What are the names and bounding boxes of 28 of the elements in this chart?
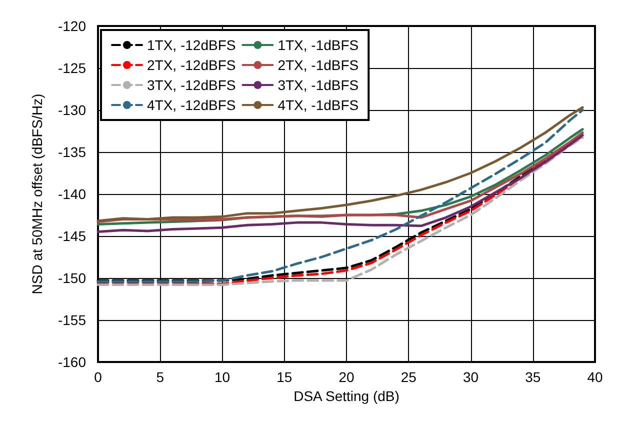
y-tick-label: -135: [58, 144, 86, 160]
legend-label: 2TX, -12dBFS: [147, 57, 236, 73]
y-tick-label: -160: [58, 354, 86, 370]
y-tick-label: -125: [58, 60, 86, 76]
x-tick-label: 20: [338, 369, 354, 385]
y-tick-label: -130: [58, 102, 86, 118]
legend-label: 1TX, -1dBFS: [278, 37, 359, 53]
legend-label: 3TX, -1dBFS: [278, 77, 359, 93]
y-tick-label: -140: [58, 186, 86, 202]
y-tick-label: -120: [58, 18, 86, 34]
y-tick-label: -150: [58, 270, 86, 286]
x-tick-label: 15: [276, 369, 292, 385]
x-tick-label: 40: [587, 369, 603, 385]
x-tick-label: 25: [400, 369, 417, 385]
x-tick-label: 10: [214, 369, 230, 385]
legend-label: 4TX, -1dBFS: [278, 97, 359, 113]
x-tick-label: 35: [525, 369, 541, 385]
x-tick-label: 5: [156, 369, 164, 385]
x-axis-title: DSA Setting (dB): [294, 388, 400, 404]
legend-label: 1TX, -12dBFS: [147, 37, 236, 53]
y-axis-title: NSD at 50MHz offset (dBFS/Hz): [29, 94, 45, 294]
legend-label: 4TX, -12dBFS: [147, 97, 236, 113]
x-tick-label: 30: [462, 369, 479, 385]
x-tick-label: 0: [94, 369, 102, 385]
y-tick-label: -145: [58, 228, 86, 244]
legend-label: 3TX, -12dBFS: [147, 77, 236, 93]
legend-label: 2TX, -1dBFS: [278, 57, 359, 73]
y-tick-label: -155: [58, 312, 86, 328]
